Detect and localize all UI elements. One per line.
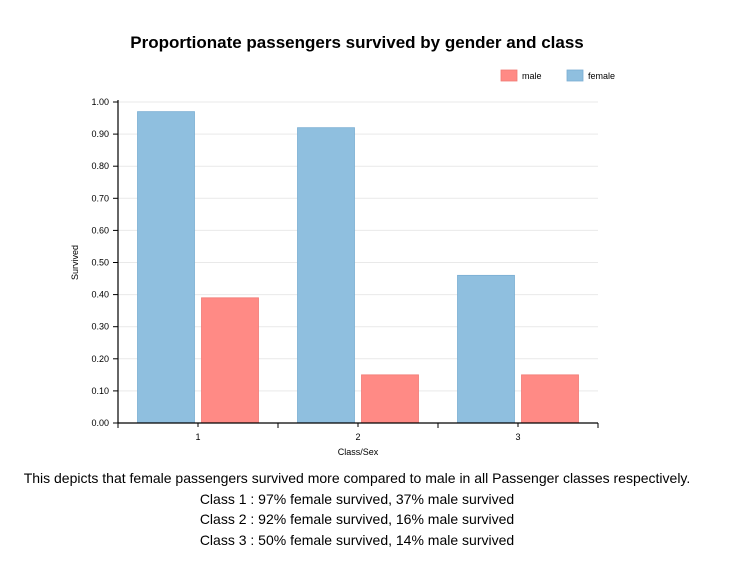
bars bbox=[137, 111, 579, 424]
legend: male female bbox=[500, 69, 615, 82]
bar-male-class-1 bbox=[201, 297, 259, 424]
bar-female-class-2 bbox=[297, 127, 355, 424]
chart-title: Proportionate passengers survived by gen… bbox=[130, 33, 584, 52]
bar-female-class-1 bbox=[137, 111, 195, 424]
y-tick-label: 1.00 bbox=[91, 97, 109, 107]
caption-class-1: Class 1 : 97% female survived, 37% male … bbox=[199, 490, 515, 507]
caption-class-3: Class 3 : 50% female survived, 14% male … bbox=[199, 531, 515, 548]
gridlines bbox=[118, 101, 598, 392]
x-tick-label: 3 bbox=[515, 432, 520, 442]
x-axis-title: Class/Sex bbox=[338, 447, 379, 457]
bar-chart: 0.00 0.10 0.20 0.30 0.40 0.50 0.60 0.70 0.80 0.90… bbox=[70, 69, 615, 457]
legend-swatch-female bbox=[566, 69, 584, 82]
caption: This depicts that female passengers surv… bbox=[0, 468, 714, 550]
y-tick-label: 0.30 bbox=[91, 322, 109, 332]
y-tick-label: 0.60 bbox=[91, 225, 109, 235]
y-tick-label: 0.00 bbox=[91, 418, 109, 428]
caption-summary: This depicts that female passengers surv… bbox=[23, 470, 691, 486]
y-tick-label: 0.10 bbox=[91, 386, 109, 396]
y-tick-label: 0.40 bbox=[91, 290, 109, 300]
axes: 0.00 0.10 0.20 0.30 0.40 0.50 0.60 0.70 0.80 0.90… bbox=[91, 97, 599, 442]
y-tick-label: 0.50 bbox=[91, 258, 109, 268]
y-tick-label: 0.90 bbox=[91, 129, 109, 139]
bar-male-class-2 bbox=[361, 374, 419, 424]
legend-label-female: female bbox=[588, 71, 615, 81]
y-tick-label: 0.20 bbox=[91, 354, 109, 364]
y-tick-label: 0.70 bbox=[91, 193, 109, 203]
x-tick-label: 1 bbox=[195, 432, 200, 442]
bar-male-class-3 bbox=[521, 374, 579, 424]
y-tick-label: 0.80 bbox=[91, 161, 109, 171]
legend-label-male: male bbox=[522, 71, 542, 81]
caption-class-2: Class 2 : 92% female survived, 16% male … bbox=[199, 511, 515, 527]
x-tick-label: 2 bbox=[355, 432, 360, 442]
legend-swatch-male bbox=[500, 69, 518, 82]
bar-female-class-3 bbox=[457, 274, 515, 424]
y-axis-title: Survived bbox=[70, 245, 80, 280]
